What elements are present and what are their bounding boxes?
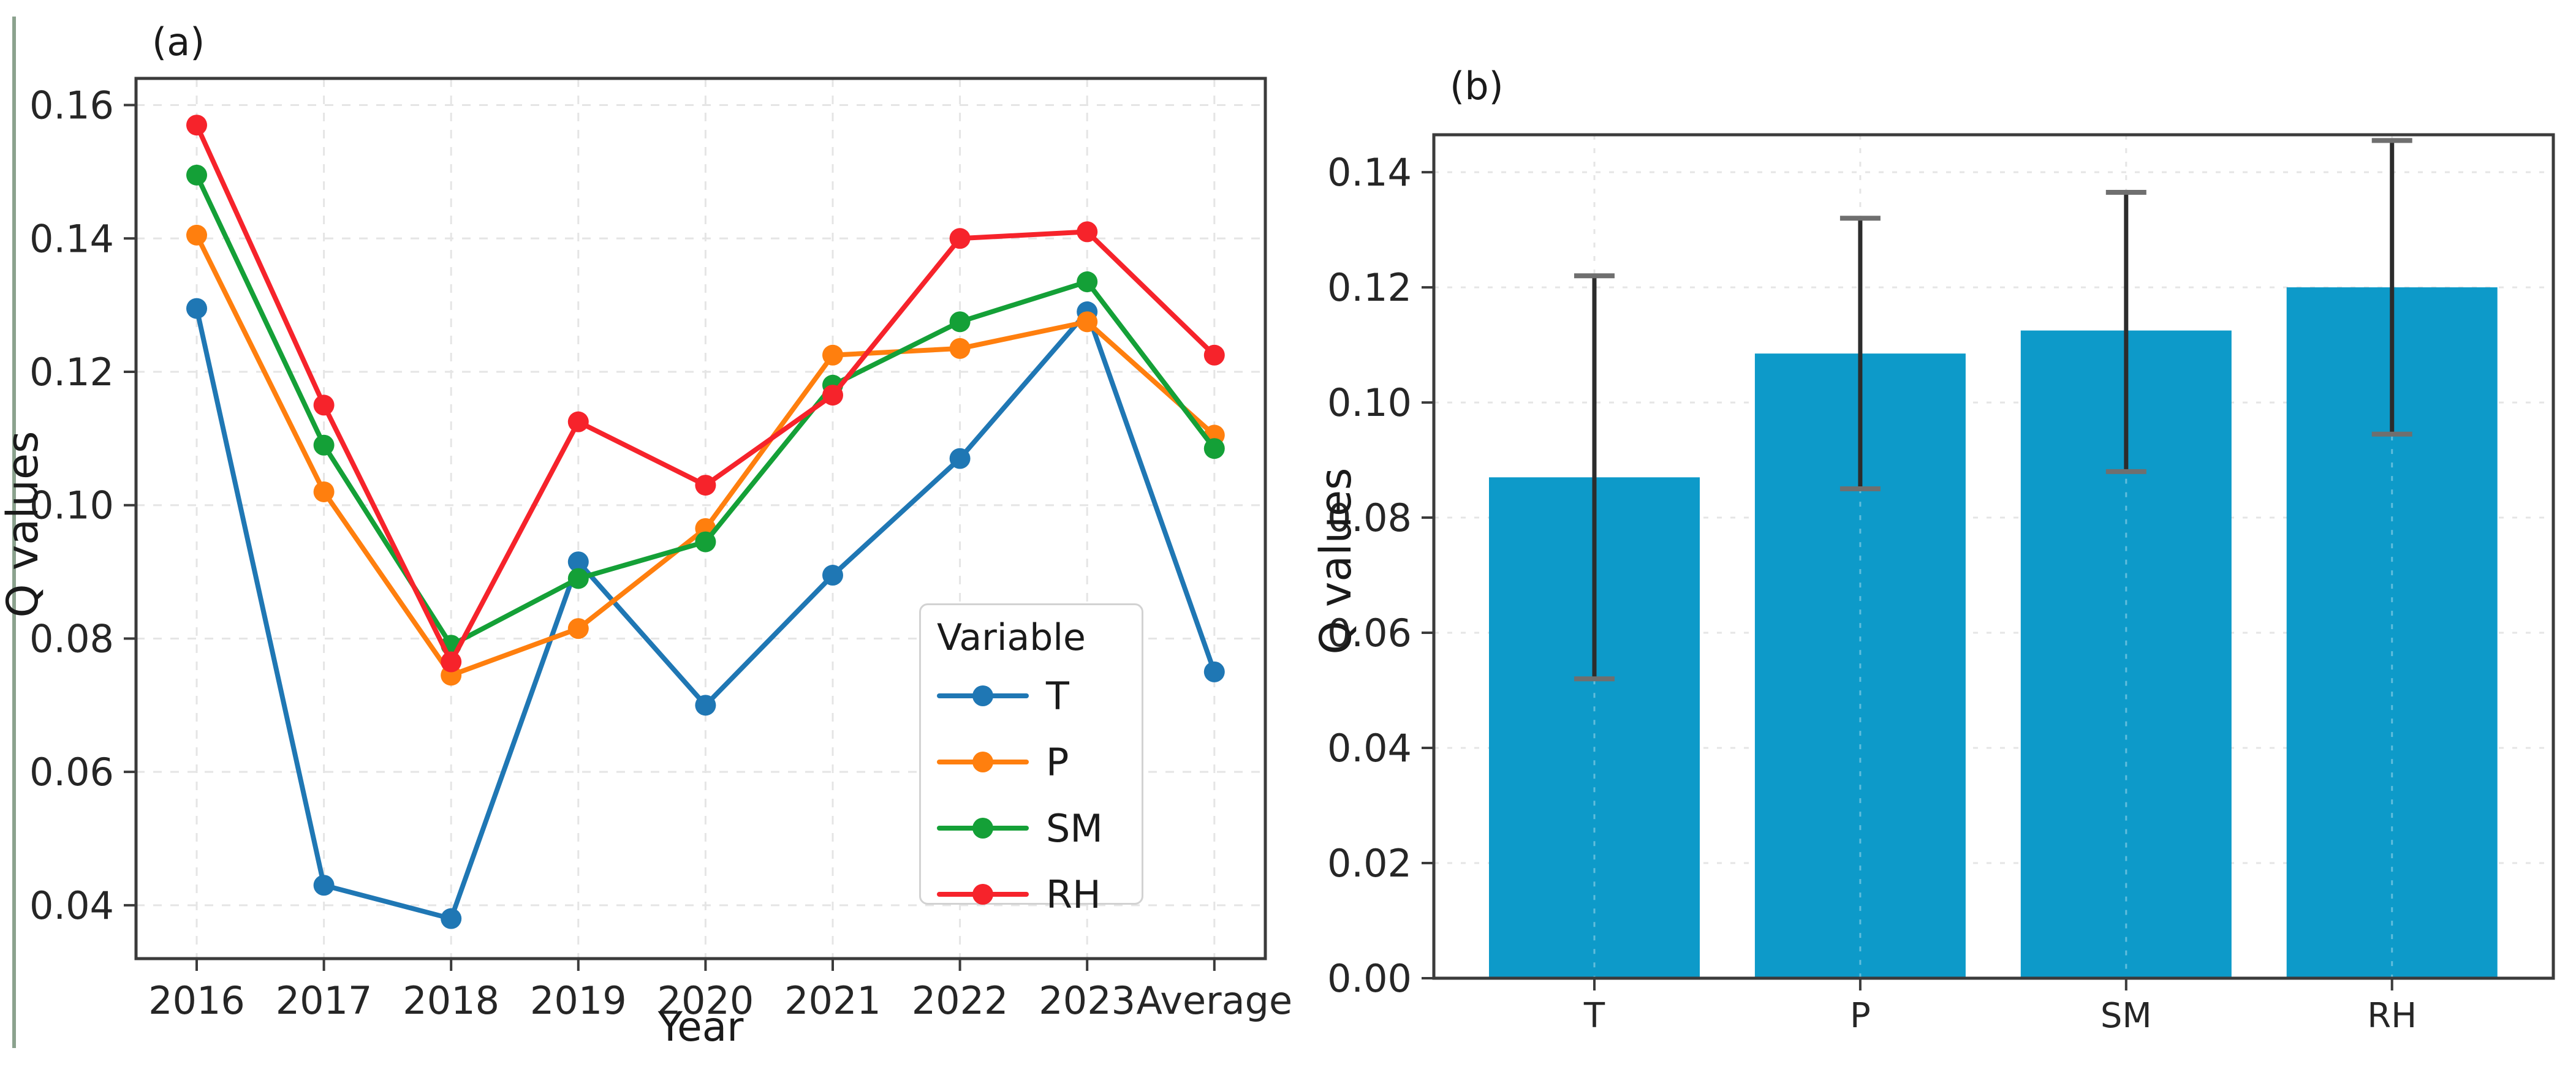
y-tick-label: 0.10 (1327, 380, 1412, 425)
data-point-RH (313, 394, 335, 416)
data-point-T (186, 298, 207, 319)
data-point-SM (1077, 271, 1098, 293)
axes-frame (1432, 133, 2555, 980)
y-tick-label: 0.16 (29, 83, 114, 128)
legend-label: T (1046, 673, 1069, 719)
x-tick-label: 2020 (657, 978, 754, 1023)
data-point-P (313, 481, 335, 502)
y-tick-label: 0.14 (29, 216, 114, 261)
legend-swatch-P (937, 760, 1029, 764)
axes-frame (134, 77, 1267, 960)
x-tick-label: P (1850, 996, 1871, 1036)
x-tick-label: 2016 (148, 978, 245, 1023)
x-tick-label: 2019 (530, 978, 627, 1023)
x-tick-label: 2018 (403, 978, 499, 1023)
data-point-T (313, 875, 335, 896)
data-point-RH (1077, 221, 1098, 243)
data-point-SM (313, 434, 335, 456)
y-tick-label: 0.14 (1327, 150, 1412, 195)
data-point-RH (695, 475, 716, 496)
x-tick-label: SM (2101, 996, 2152, 1036)
y-tick-label: 0.06 (1327, 611, 1412, 655)
y-axis-title-panel-a: Q values (0, 431, 48, 618)
data-point-T (949, 448, 971, 469)
legend-swatch-T (937, 693, 1029, 698)
data-point-SM (695, 531, 716, 553)
legend-entry-RH: RH (937, 861, 1142, 927)
legend-label: P (1046, 739, 1069, 785)
data-point-SM (186, 164, 207, 186)
y-axis-title-panel-b: Q values (1311, 467, 1361, 655)
x-tick-label: Average (1136, 978, 1292, 1023)
legend-swatch-SM (937, 826, 1029, 831)
legend-entry-SM: SM (937, 795, 1142, 861)
legend: Variable T P SM RH (919, 603, 1143, 917)
legend-label: SM (1046, 805, 1103, 851)
data-point-T (441, 908, 462, 929)
data-point-RH (441, 651, 462, 673)
data-point-P (186, 224, 207, 246)
data-point-RH (822, 385, 843, 406)
legend-swatch-RH (937, 892, 1029, 897)
data-point-RH (1203, 344, 1225, 366)
data-point-SM (949, 311, 971, 333)
legend-entry-T: T (937, 663, 1142, 729)
data-point-RH (186, 115, 207, 136)
legend-label: RH (1046, 872, 1101, 917)
page-border-line (12, 17, 16, 1048)
x-tick-label: 2022 (912, 978, 1009, 1023)
data-point-T (1203, 661, 1225, 682)
panel-b-label: (b) (1450, 64, 1504, 108)
data-point-P (1077, 311, 1098, 333)
legend-entry-P: P (937, 729, 1142, 795)
data-point-P (949, 338, 971, 359)
y-tick-label: 0.02 (1327, 841, 1412, 886)
x-tick-label: T (1583, 996, 1605, 1036)
data-point-SM (1203, 438, 1225, 459)
y-tick-label: 0.08 (1327, 496, 1412, 540)
y-tick-label: 0.08 (29, 616, 114, 661)
y-tick-label: 0.12 (1327, 265, 1412, 310)
data-point-P (567, 618, 589, 639)
data-point-SM (567, 568, 589, 589)
x-tick-label: 2023 (1039, 978, 1135, 1023)
x-tick-label: RH (2367, 996, 2417, 1036)
data-point-RH (567, 411, 589, 432)
x-axis-title-year: Year (657, 1003, 744, 1050)
data-point-P (822, 344, 843, 366)
y-tick-label: 0.12 (29, 350, 114, 394)
panel-a-label: (a) (152, 20, 205, 64)
data-point-T (567, 551, 589, 573)
y-tick-label: 0.04 (1327, 726, 1412, 771)
data-point-RH (949, 228, 971, 249)
y-tick-label: 0.00 (1327, 956, 1412, 1001)
legend-title: Variable (937, 616, 1086, 659)
y-tick-label: 0.06 (29, 750, 114, 794)
x-tick-label: 2017 (276, 978, 373, 1023)
y-tick-label: 0.10 (29, 483, 114, 528)
y-tick-label: 0.04 (29, 883, 114, 928)
data-point-T (695, 695, 716, 716)
x-tick-label: 2021 (784, 978, 881, 1023)
legend-entries: T P SM RH (937, 663, 1142, 927)
data-point-T (822, 565, 843, 586)
